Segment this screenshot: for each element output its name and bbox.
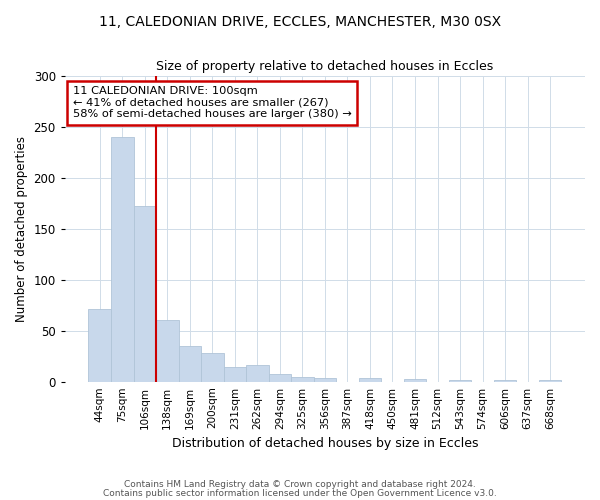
Text: Contains public sector information licensed under the Open Government Licence v3: Contains public sector information licen…: [103, 488, 497, 498]
Bar: [269, 374, 291, 382]
Bar: [156, 320, 179, 382]
Y-axis label: Number of detached properties: Number of detached properties: [15, 136, 28, 322]
Bar: [494, 380, 517, 382]
Bar: [246, 366, 269, 382]
Bar: [539, 380, 562, 382]
Bar: [88, 309, 111, 382]
Bar: [111, 137, 134, 382]
Title: Size of property relative to detached houses in Eccles: Size of property relative to detached ho…: [156, 60, 494, 73]
Bar: [314, 378, 336, 382]
Bar: [201, 353, 224, 382]
Text: 11, CALEDONIAN DRIVE, ECCLES, MANCHESTER, M30 0SX: 11, CALEDONIAN DRIVE, ECCLES, MANCHESTER…: [99, 15, 501, 29]
X-axis label: Distribution of detached houses by size in Eccles: Distribution of detached houses by size …: [172, 437, 478, 450]
Bar: [359, 378, 381, 382]
Bar: [404, 378, 426, 382]
Text: Contains HM Land Registry data © Crown copyright and database right 2024.: Contains HM Land Registry data © Crown c…: [124, 480, 476, 489]
Bar: [134, 206, 156, 382]
Text: 11 CALEDONIAN DRIVE: 100sqm
← 41% of detached houses are smaller (267)
58% of se: 11 CALEDONIAN DRIVE: 100sqm ← 41% of det…: [73, 86, 352, 120]
Bar: [449, 380, 471, 382]
Bar: [179, 346, 201, 382]
Bar: [291, 376, 314, 382]
Bar: [224, 368, 246, 382]
